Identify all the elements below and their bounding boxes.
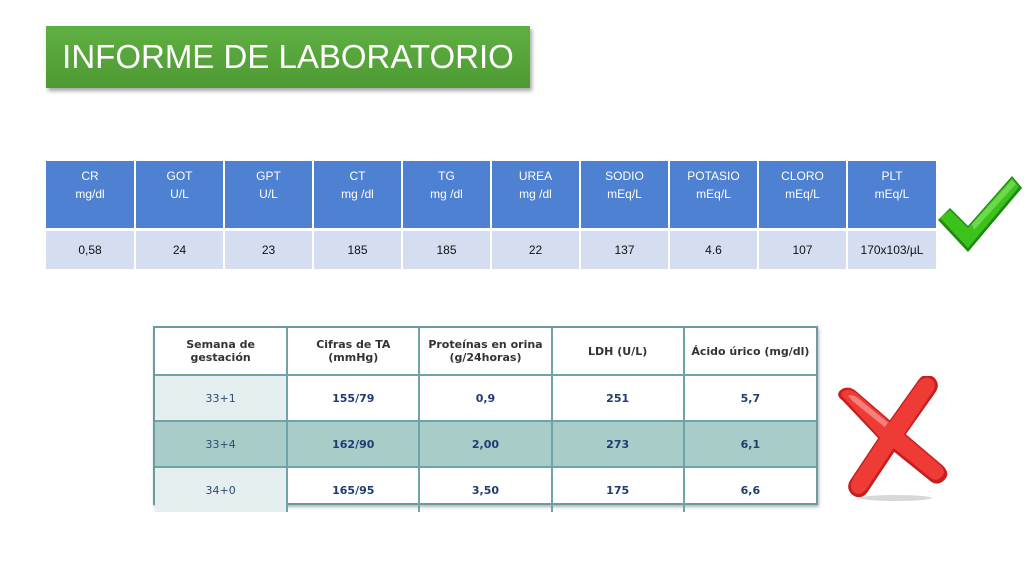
cell-semana: 33+1 bbox=[155, 375, 289, 422]
lab-results-table: CR mg/dl GOT U/L GPT U/L CT mg /dl TG mg /dl … bbox=[46, 161, 936, 269]
lab-value-urea: 22 bbox=[491, 228, 581, 269]
page-title: INFORME DE LABORATORIO bbox=[46, 26, 530, 88]
table-row: 34+0 165/95 3,50 175 6,6 bbox=[155, 467, 816, 512]
lab-header-row: CR mg/dl GOT U/L GPT U/L CT mg /dl TG mg /dl … bbox=[46, 161, 936, 230]
cell-semana: 33+4 bbox=[155, 421, 289, 468]
lab-header-ct: CT mg /dl bbox=[313, 161, 403, 230]
cell-ldh: 251 bbox=[551, 375, 685, 422]
lab-header-cr: CR mg/dl bbox=[46, 161, 136, 230]
lab-header-plt: PLT mEq/L bbox=[847, 161, 936, 230]
lab-value-tg: 185 bbox=[402, 228, 492, 269]
header-cifras-ta: Cifras de TA (mmHg) bbox=[287, 328, 421, 376]
header-acido-urico: Ácido úrico (mg/dl) bbox=[683, 328, 816, 376]
cell-ta: 155/79 bbox=[287, 375, 421, 422]
cell-acido-urico: 5,7 bbox=[683, 375, 816, 422]
lab-header-gpt: GPT U/L bbox=[224, 161, 314, 230]
lab-value-cr: 0,58 bbox=[46, 228, 136, 269]
cell-ldh: 175 bbox=[551, 467, 685, 512]
lab-value-gpt: 23 bbox=[224, 228, 314, 269]
lab-values-row: 0,58 24 23 185 185 22 137 4.6 107 170x10… bbox=[46, 228, 936, 269]
cell-semana: 34+0 bbox=[155, 467, 289, 512]
lab-value-plt: 170x103/µL bbox=[847, 228, 936, 269]
header-ldh: LDH (U/L) bbox=[551, 328, 685, 376]
header-proteinas: Proteínas en orina (g/24horas) bbox=[419, 328, 553, 376]
lab-header-sodio: SODIO mEq/L bbox=[580, 161, 670, 230]
table-row: 33+1 155/79 0,9 251 5,7 bbox=[155, 375, 816, 422]
lab-header-urea: UREA mg /dl bbox=[491, 161, 581, 230]
gestation-table-container: Semana de gestación Cifras de TA (mmHg) Pr… bbox=[153, 326, 818, 512]
table-row: 33+4 162/90 2,00 273 6,1 bbox=[155, 421, 816, 468]
lab-header-tg: TG mg /dl bbox=[402, 161, 492, 230]
cell-ta: 162/90 bbox=[287, 421, 421, 468]
cell-acido-urico: 6,1 bbox=[683, 421, 816, 468]
green-check-icon bbox=[938, 176, 1022, 252]
lab-value-cloro: 107 bbox=[758, 228, 848, 269]
lab-value-sodio: 137 bbox=[580, 228, 670, 269]
cell-ta: 165/95 bbox=[287, 467, 421, 512]
cell-ldh: 273 bbox=[551, 421, 685, 468]
cell-proteinas: 0,9 bbox=[419, 375, 553, 422]
lab-header-got: GOT U/L bbox=[135, 161, 225, 230]
header-semana: Semana de gestación bbox=[155, 328, 289, 376]
cell-proteinas: 2,00 bbox=[419, 421, 553, 468]
lab-header-cloro: CLORO mEq/L bbox=[758, 161, 848, 230]
lab-value-ct: 185 bbox=[313, 228, 403, 269]
lab-value-got: 24 bbox=[135, 228, 225, 269]
lab-header-potasio: POTASIO mEq/L bbox=[669, 161, 759, 230]
red-cross-icon bbox=[838, 376, 948, 501]
lab-value-potasio: 4.6 bbox=[669, 228, 759, 269]
cell-proteinas: 3,50 bbox=[419, 467, 553, 512]
cell-acido-urico: 6,6 bbox=[740, 483, 761, 497]
gestation-header-row: Semana de gestación Cifras de TA (mmHg) Pr… bbox=[155, 328, 816, 376]
gestation-table: Semana de gestación Cifras de TA (mmHg) Pr… bbox=[155, 328, 816, 512]
